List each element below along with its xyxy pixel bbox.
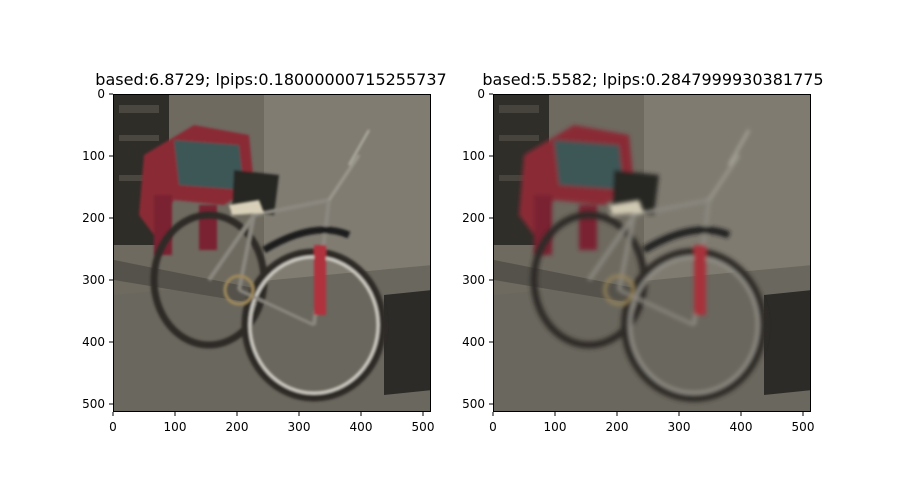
left-photo xyxy=(113,94,431,412)
left-y-tick-label: 500 xyxy=(82,397,105,411)
right-y-tick-label: 100 xyxy=(462,149,485,163)
left-x-tick-label: 200 xyxy=(226,420,249,434)
left-axes: 0 100 200 300 400 500 0 100 200 300 400 … xyxy=(82,87,434,434)
right-y-tick-label: 300 xyxy=(462,273,485,287)
right-x-tick-label: 0 xyxy=(489,420,497,434)
left-x-tick-label: 400 xyxy=(350,420,373,434)
left-x-tick-label: 0 xyxy=(109,420,117,434)
right-photo xyxy=(493,94,811,412)
right-x-axis: 0 100 200 300 400 500 xyxy=(489,412,814,434)
right-x-tick-label: 300 xyxy=(668,420,691,434)
right-y-tick-label: 0 xyxy=(477,87,485,101)
left-x-tick-label: 500 xyxy=(412,420,435,434)
left-bicycle-image xyxy=(114,95,430,411)
right-y-tick-label: 500 xyxy=(462,397,485,411)
left-x-axis: 0 100 200 300 400 500 xyxy=(109,412,434,434)
right-bicycle-image xyxy=(494,95,810,411)
left-y-tick-label: 0 xyxy=(97,87,105,101)
right-panel-title: based:5.5582; lpips:0.2847999930381775 xyxy=(482,70,824,89)
right-y-tick-label: 200 xyxy=(462,211,485,225)
left-panel-title: based:6.8729; lpips:0.18000000715255737 xyxy=(95,70,447,89)
left-y-tick-label: 300 xyxy=(82,273,105,287)
left-x-tick-label: 300 xyxy=(288,420,311,434)
right-y-axis: 0 100 200 300 400 500 xyxy=(462,87,493,411)
right-x-tick-label: 100 xyxy=(544,420,567,434)
right-axes: 0 100 200 300 400 500 0 100 200 300 400 … xyxy=(462,87,814,434)
left-y-tick-label: 100 xyxy=(82,149,105,163)
right-x-tick-label: 500 xyxy=(792,420,815,434)
right-x-tick-label: 400 xyxy=(730,420,753,434)
left-y-tick-label: 200 xyxy=(82,211,105,225)
left-y-axis: 0 100 200 300 400 500 xyxy=(82,87,113,411)
left-y-tick-label: 400 xyxy=(82,335,105,349)
right-x-tick-label: 200 xyxy=(606,420,629,434)
left-x-tick-label: 100 xyxy=(164,420,187,434)
right-y-tick-label: 400 xyxy=(462,335,485,349)
